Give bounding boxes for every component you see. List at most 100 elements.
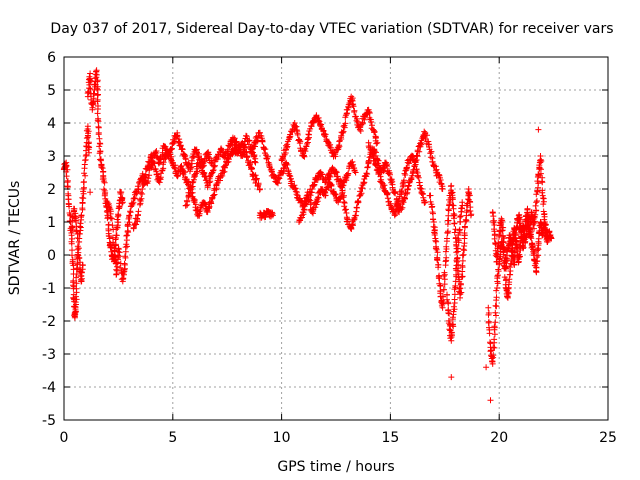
data-point-fill xyxy=(66,203,73,210)
data-point-fill xyxy=(403,165,410,171)
data-point xyxy=(485,304,492,311)
data-point-fill xyxy=(331,190,338,197)
data-point-fill xyxy=(444,229,451,236)
data-point-fill xyxy=(459,262,466,269)
x-tick-label: 5 xyxy=(168,430,177,446)
data-point xyxy=(108,215,115,222)
data-point-fill xyxy=(491,336,498,343)
data-point-fill xyxy=(320,128,327,135)
data-point-fill xyxy=(78,275,85,282)
data-point-fill xyxy=(499,227,506,234)
data-point-fill xyxy=(69,224,76,231)
data-point-fill xyxy=(342,120,349,127)
data-point-fill xyxy=(532,211,539,218)
data-point xyxy=(487,397,494,404)
data-point xyxy=(452,278,459,285)
data-point-fill xyxy=(105,214,111,221)
data-point-fill xyxy=(494,273,501,280)
data-point-fill xyxy=(445,310,452,316)
axis-ticks xyxy=(63,56,609,421)
data-point-fill xyxy=(451,229,458,236)
plot-frame xyxy=(63,56,609,421)
data-point-fill xyxy=(134,183,141,190)
data-point-fill xyxy=(264,155,271,162)
data-point xyxy=(86,149,92,156)
data-point-fill xyxy=(296,140,303,147)
data-point-fill xyxy=(86,81,93,88)
data-point-fill xyxy=(441,269,448,276)
data-point-fill xyxy=(449,189,456,196)
data-point-fill xyxy=(77,220,84,227)
data-point-fill xyxy=(495,266,502,273)
data-point xyxy=(79,261,86,268)
data-point-fill xyxy=(401,177,407,184)
data-point xyxy=(444,235,450,242)
data-point-fill xyxy=(539,179,546,186)
data-point-fill xyxy=(486,330,493,337)
data-point-fill xyxy=(416,148,423,155)
data-point-fill xyxy=(288,178,295,185)
data-point-fill xyxy=(208,199,214,206)
data-point xyxy=(87,189,94,196)
data-point-fill xyxy=(220,169,227,176)
data-point-fill xyxy=(118,189,125,196)
data-point-fill xyxy=(73,296,80,303)
data-point-fill xyxy=(493,312,499,319)
data-point-fill xyxy=(74,235,81,241)
x-tick-label: 0 xyxy=(60,430,69,446)
data-point-fill xyxy=(435,264,442,271)
data-point-fill xyxy=(140,182,147,188)
data-point-fill xyxy=(410,154,417,160)
data-point-fill xyxy=(93,71,100,78)
data-point-fill xyxy=(150,159,157,166)
data-point-fill xyxy=(107,215,114,221)
data-point-fill xyxy=(284,141,291,148)
data-point-fill xyxy=(454,245,461,252)
data-point-fill xyxy=(199,163,206,170)
data-point-fill xyxy=(328,183,335,189)
data-point-fill xyxy=(534,245,541,252)
data-point-fill xyxy=(449,314,456,321)
data-point-fill xyxy=(64,166,71,173)
data-point-fill xyxy=(142,171,149,178)
data-point-fill xyxy=(373,140,380,147)
data-point-fill xyxy=(251,158,258,165)
data-point-fill xyxy=(268,211,275,218)
data-point-fill xyxy=(503,263,510,270)
data-point-fill xyxy=(73,227,80,234)
data-point-fill xyxy=(443,243,450,250)
data-point-fill xyxy=(72,293,79,300)
data-point-fill xyxy=(134,215,140,222)
data-point-fill xyxy=(368,119,375,125)
data-point xyxy=(119,199,126,206)
data-point-fill xyxy=(79,194,86,201)
data-point-fill xyxy=(493,287,500,294)
y-axis-label: SDTVAR / TECUs xyxy=(7,181,23,296)
data-point-fill xyxy=(64,183,71,190)
y-tick-label: 4 xyxy=(47,116,56,132)
data-point-fill xyxy=(512,241,519,248)
data-point-fill xyxy=(384,163,391,170)
data-point xyxy=(535,126,542,133)
data-point-fill xyxy=(412,161,419,168)
data-point-fill xyxy=(517,216,524,223)
data-point-fill xyxy=(94,77,101,84)
data-point-fill xyxy=(259,138,266,145)
data-point-fill xyxy=(350,103,357,110)
data-point-fill xyxy=(95,131,102,138)
data-point-fill xyxy=(495,239,502,246)
data-points xyxy=(60,67,555,404)
data-point-fill xyxy=(535,252,542,259)
data-point-fill xyxy=(106,204,113,211)
data-point-fill xyxy=(533,264,540,271)
data-point-fill xyxy=(78,212,85,219)
data-point-fill xyxy=(191,197,198,204)
data-point-fill xyxy=(301,152,307,159)
data-point xyxy=(378,179,385,186)
data-point-fill xyxy=(369,122,375,129)
data-point-fill xyxy=(196,210,203,217)
data-point-fill xyxy=(71,312,78,319)
data-point xyxy=(459,199,466,206)
data-point-fill xyxy=(399,204,406,211)
data-point-fill xyxy=(121,260,128,267)
